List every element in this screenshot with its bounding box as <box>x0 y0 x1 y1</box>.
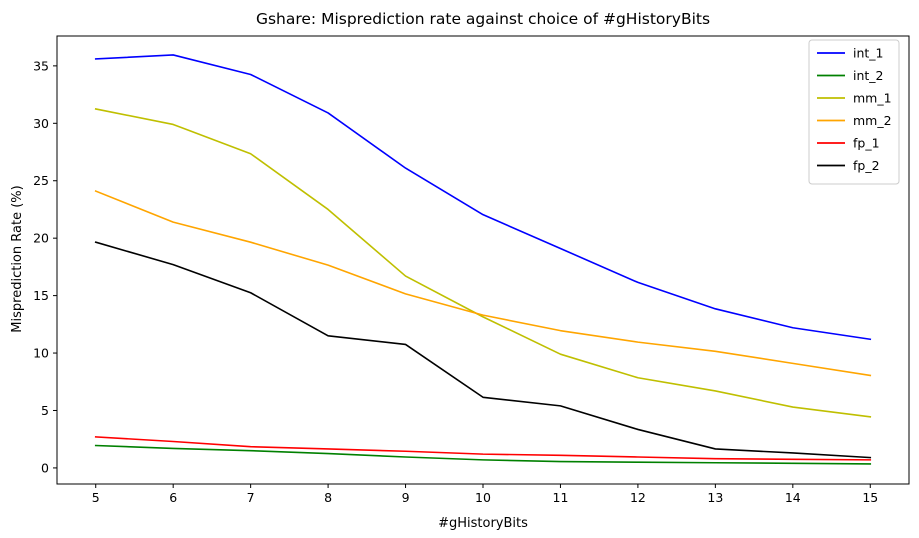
x-tick-label: 11 <box>553 490 569 505</box>
legend-label-mm-1: mm_1 <box>853 91 892 106</box>
series-line-int-1 <box>94 54 872 341</box>
x-tick-label: 14 <box>785 490 801 505</box>
x-tick-label: 9 <box>402 490 410 505</box>
y-tick-label: 10 <box>33 346 49 361</box>
chart-title: Gshare: Misprediction rate against choic… <box>256 10 710 28</box>
series-line-fp-1 <box>94 436 872 461</box>
x-tick-label: 12 <box>630 490 646 505</box>
y-tick-label: 5 <box>41 403 49 418</box>
series-line-mm-1 <box>94 107 872 418</box>
y-tick-label: 35 <box>33 58 49 73</box>
series-line-int-2 <box>94 444 872 465</box>
x-axis: 5 6 7 8 9 10 11 12 13 14 15 <box>92 484 878 505</box>
y-tick-label: 15 <box>33 288 49 303</box>
legend: int_1 int_2 mm_1 mm_2 fp_1 fp_2 <box>808 39 900 185</box>
y-axis: 0 5 10 15 20 25 30 35 <box>33 58 57 475</box>
x-tick-label: 10 <box>475 490 491 505</box>
y-tick-label: 30 <box>33 116 49 131</box>
x-tick-label: 5 <box>92 490 100 505</box>
x-axis-label: #gHistoryBits <box>438 516 528 531</box>
series-line-mm-2 <box>94 190 872 377</box>
x-tick-label: 15 <box>862 490 878 505</box>
x-tick-label: 7 <box>247 490 255 505</box>
legend-label-int-1: int_1 <box>853 46 884 61</box>
legend-label-fp-2: fp_2 <box>853 158 880 173</box>
y-tick-label: 25 <box>33 173 49 188</box>
y-tick-label: 20 <box>33 231 49 246</box>
y-tick-label: 0 <box>41 460 49 475</box>
x-tick-label: 6 <box>169 490 177 505</box>
series-line-fp-2 <box>94 241 872 459</box>
x-tick-label: 8 <box>324 490 332 505</box>
x-tick-label: 13 <box>707 490 723 505</box>
legend-label-fp-1: fp_1 <box>853 136 880 151</box>
legend-label-mm-2: mm_2 <box>853 113 892 128</box>
legend-label-int-2: int_2 <box>853 68 884 83</box>
series-layer <box>94 54 872 465</box>
y-axis-label: Misprediction Rate (%) <box>10 185 25 332</box>
